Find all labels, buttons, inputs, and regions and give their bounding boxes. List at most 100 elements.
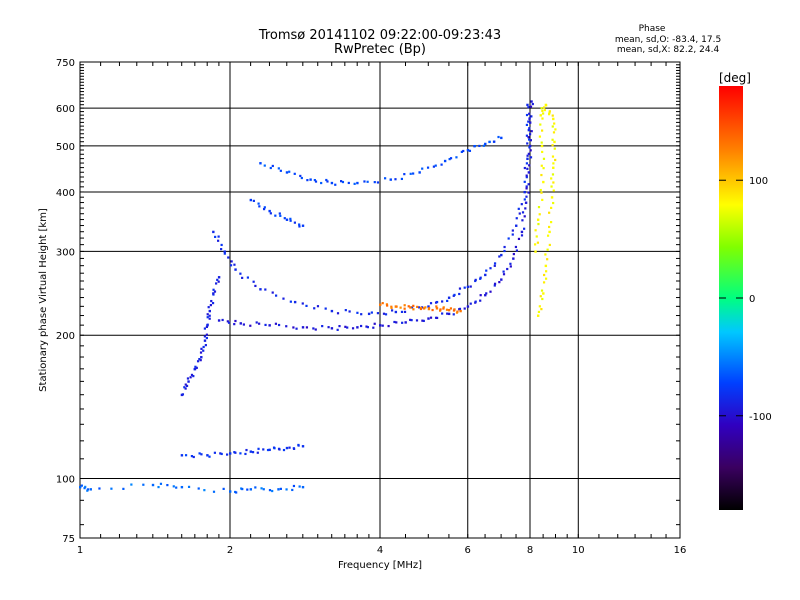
data-point [463, 286, 466, 289]
data-point [298, 485, 301, 488]
data-point [422, 319, 425, 323]
data-point [418, 306, 421, 309]
data-point [489, 267, 492, 270]
data-point [221, 318, 224, 322]
data-point [271, 164, 274, 168]
data-point [458, 307, 462, 310]
data-point [460, 150, 463, 154]
data-point [546, 234, 550, 237]
data-point [208, 314, 211, 317]
data-point [466, 305, 470, 308]
data-point [422, 307, 426, 310]
data-point [338, 324, 341, 328]
data-point [447, 312, 451, 316]
data-point [254, 486, 257, 489]
data-point [545, 270, 548, 273]
data-point [409, 306, 412, 309]
data-point [446, 299, 449, 303]
data-point [537, 310, 541, 314]
data-point [190, 373, 194, 377]
data-point [312, 327, 315, 330]
data-point [257, 202, 260, 205]
data-point [452, 309, 456, 312]
data-point [551, 125, 554, 128]
data-point [330, 309, 334, 313]
data-point [330, 327, 334, 330]
data-point [538, 135, 542, 138]
data-point [511, 233, 514, 236]
data-point [130, 483, 133, 486]
data-point [466, 285, 470, 289]
data-point [550, 177, 553, 180]
data-point [193, 367, 197, 371]
data-point [449, 307, 453, 310]
data-point [540, 107, 543, 110]
data-point [540, 308, 543, 311]
data-point [462, 149, 465, 153]
data-point [344, 325, 347, 328]
data-point [295, 327, 298, 330]
data-point [469, 285, 472, 288]
data-point [293, 300, 297, 304]
data-point [190, 455, 194, 458]
data-point [540, 164, 543, 167]
data-point [330, 181, 334, 185]
data-point [528, 117, 531, 120]
data-point [525, 174, 528, 177]
data-point [525, 187, 528, 190]
axis-ticks [80, 62, 680, 538]
data-point [213, 451, 216, 454]
data-point [484, 273, 487, 277]
data-point [525, 176, 528, 179]
data-point [500, 253, 503, 257]
data-point [86, 489, 89, 492]
data-point [427, 305, 430, 308]
data-point [356, 311, 359, 314]
data-point [227, 321, 231, 324]
data-point [526, 154, 529, 157]
data-point [484, 293, 487, 297]
data-point [443, 159, 447, 163]
data-point [324, 307, 327, 310]
data-point [383, 177, 387, 180]
data-point [409, 318, 412, 321]
data-point [543, 273, 546, 277]
data-point [376, 181, 380, 184]
data-point [426, 166, 430, 169]
data-point [257, 447, 260, 450]
data-point [255, 321, 258, 324]
data-point [440, 163, 443, 166]
data-point [262, 488, 265, 491]
data-point [525, 162, 529, 165]
data-point [466, 148, 470, 152]
data-point [514, 245, 518, 249]
data-point [497, 135, 500, 139]
data-point [546, 258, 549, 261]
data-point [184, 383, 187, 386]
data-point [536, 218, 540, 221]
series-6 [180, 276, 221, 397]
data-point [523, 166, 526, 170]
data-point [382, 312, 386, 315]
data-point [258, 205, 261, 208]
series-7 [180, 443, 305, 459]
data-point [507, 237, 510, 240]
data-point [184, 387, 187, 390]
data-point [203, 335, 206, 338]
data-point [493, 282, 497, 285]
data-point [370, 311, 373, 314]
data-point [259, 162, 262, 165]
data-point [479, 276, 482, 279]
data-point [376, 312, 380, 315]
data-point [277, 323, 281, 327]
data-point [399, 306, 402, 309]
data-point [407, 305, 410, 308]
data-point [525, 134, 529, 137]
data-point [198, 452, 201, 455]
data-point [535, 235, 538, 238]
data-point [400, 310, 404, 314]
data-point [548, 111, 551, 114]
data-point [212, 230, 215, 234]
data-point [187, 485, 191, 488]
data-point [227, 256, 230, 259]
